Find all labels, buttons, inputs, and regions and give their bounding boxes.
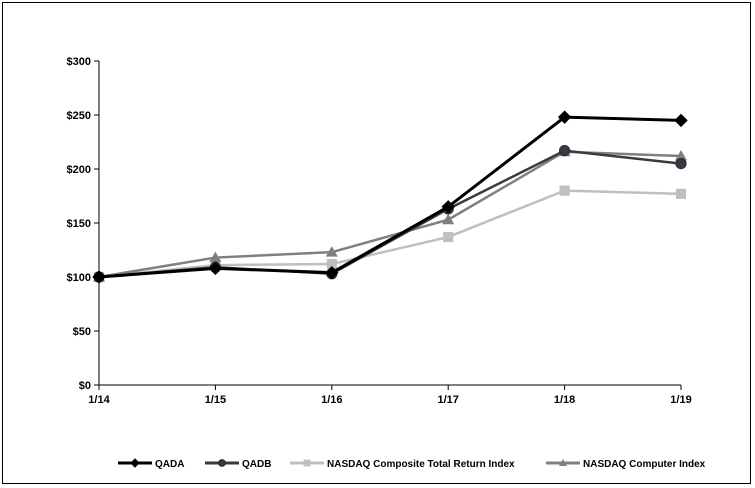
legend-item: QADB [205,459,271,470]
series-nasdaq-composite-total-return-index [93,185,687,283]
data-point [675,150,687,161]
data-point [674,113,688,128]
series-line [98,150,682,279]
y-tick-label: $100 [67,272,91,284]
series-line [98,115,682,279]
y-tick-label: $300 [67,56,91,68]
y-tick-label: $50 [73,326,91,338]
legend-marker [559,459,567,466]
y-tick-label: $250 [67,110,91,122]
legend-label: QADA [155,459,184,470]
legend-item: NASDAQ Computer Index [546,459,706,470]
series-line [98,149,682,279]
legend-marker [218,459,226,467]
axes: $0 $50 $100 $150 $200 $250 $300 1/14 1/15 1/16 1/1… [67,56,692,406]
chart-frame [2,2,751,484]
x-tick-label: 1/18 [554,394,575,406]
x-tick-label: 1/19 [670,394,691,406]
y-tick-label: $200 [67,164,91,176]
data-point [675,188,687,199]
legend-label: QADB [242,459,271,470]
series-nasdaq-computer-index [93,145,687,282]
legend-marker [130,458,140,468]
x-tick-label: 1/14 [88,394,110,406]
series-qadb [93,145,687,283]
y-tick-label: $0 [79,380,91,392]
data-point [443,231,454,243]
data-point [209,251,222,263]
y-tick-label: $150 [67,218,91,230]
data-point [559,145,571,157]
legend-label: NASDAQ Composite Total Return Index [327,459,515,470]
x-tick-label: 1/17 [437,394,458,406]
data-point [92,270,106,284]
legend-item: NASDAQ Composite Total Return Index [290,459,515,470]
legend: QADA QADB NASDAQ Composite Total Return In… [118,458,706,470]
data-point [325,246,338,257]
data-point [559,185,570,196]
legend-item: QADA [118,458,184,470]
data-point [675,158,687,170]
series-qada [92,110,688,284]
data-point [441,200,455,214]
legend-label: NASDAQ Computer Index [583,459,706,470]
data-point [442,213,455,225]
data-point [208,261,223,276]
data-point [326,258,337,270]
x-tick-label: 1/15 [205,394,226,406]
legend-marker [303,459,311,467]
series-layer [92,110,688,284]
data-point [557,110,572,124]
series-line [98,189,682,279]
data-point [325,265,339,280]
x-tick-label: 1/16 [321,394,342,406]
